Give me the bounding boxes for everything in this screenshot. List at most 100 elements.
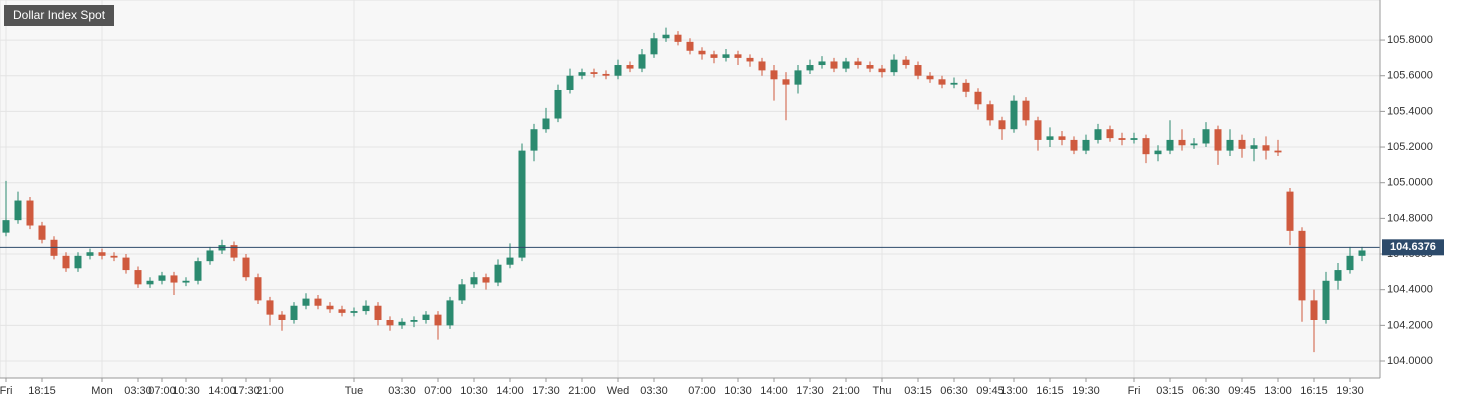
- candle-body: [854, 61, 862, 66]
- candle-body: [1058, 136, 1066, 140]
- candle-body: [1094, 129, 1102, 140]
- x-tick-label: 18:15: [28, 385, 56, 397]
- candle-body: [998, 120, 1006, 130]
- x-tick-label: 14:00: [496, 385, 524, 397]
- x-tick-label: Mon: [91, 385, 112, 397]
- x-tick-label: 09:45: [1228, 385, 1256, 397]
- candle-body: [14, 200, 22, 221]
- candle-body: [1178, 139, 1186, 146]
- candle-body: [698, 50, 706, 55]
- candle-body: [782, 79, 790, 85]
- candle-body: [842, 61, 850, 69]
- candle-body: [890, 59, 898, 73]
- candle-body: [1022, 100, 1030, 121]
- x-tick-label: 03:30: [388, 385, 416, 397]
- x-tick-label: 17:30: [796, 385, 824, 397]
- candle-body: [386, 319, 394, 326]
- candle-body: [1082, 139, 1090, 151]
- candle-body: [770, 70, 778, 80]
- x-tick-label: 13:00: [1264, 385, 1292, 397]
- candle-body: [902, 59, 910, 66]
- x-tick-label: 16:15: [1300, 385, 1328, 397]
- candle-body: [350, 311, 358, 313]
- candle-body: [266, 300, 274, 315]
- candle-body: [326, 305, 334, 310]
- candle-body: [866, 65, 874, 69]
- candle-body: [554, 89, 562, 119]
- candle-body: [1226, 139, 1234, 151]
- x-tick-label: 21:00: [256, 385, 284, 397]
- x-tick-label: 17:30: [532, 385, 560, 397]
- x-tick-label: 07:00: [148, 385, 176, 397]
- candle-body: [122, 257, 130, 271]
- y-tick-label: 104.8000: [1387, 212, 1433, 224]
- candle-body: [146, 280, 154, 285]
- grid: [0, 0, 1380, 378]
- candle-body: [254, 277, 262, 301]
- candle-body: [578, 72, 586, 76]
- x-tick-label: 07:00: [424, 385, 452, 397]
- candle-body: [1358, 250, 1366, 256]
- x-tick-label: 17:30: [232, 385, 260, 397]
- y-tick-label: 105.0000: [1387, 177, 1433, 189]
- candle-body: [530, 129, 538, 151]
- y-tick-label: 105.8000: [1387, 34, 1433, 46]
- axes: 104.0000104.2000104.4000104.6000104.8000…: [0, 0, 1444, 397]
- x-tick-label: 10:30: [460, 385, 488, 397]
- candle-body: [1142, 138, 1150, 155]
- plot-area: [0, 0, 1381, 379]
- candle-body: [1034, 120, 1042, 140]
- candle-body: [1010, 100, 1018, 130]
- candle-body: [974, 91, 982, 105]
- candle-body: [1310, 300, 1318, 320]
- chart-title: Dollar Index Spot: [4, 5, 115, 26]
- x-tick-label: 14:00: [760, 385, 788, 397]
- candle-body: [1118, 138, 1126, 140]
- candles: [0, 27, 1380, 353]
- y-tick-label: 104.0000: [1387, 355, 1433, 367]
- candle-body: [2, 220, 10, 233]
- candle-body: [206, 250, 214, 262]
- y-tick-label: 104.2000: [1387, 319, 1433, 331]
- x-tick-label: 07:00: [688, 385, 716, 397]
- candle-body: [734, 54, 742, 58]
- candle-body: [542, 118, 550, 130]
- x-tick-label: 10:30: [724, 385, 752, 397]
- candle-body: [446, 300, 454, 326]
- candle-body: [98, 252, 106, 256]
- x-tick-label: 10:30: [172, 385, 200, 397]
- candle-body: [86, 252, 94, 256]
- candle-body: [134, 270, 142, 285]
- candle-body: [278, 314, 286, 320]
- candle-body: [74, 255, 82, 269]
- candle-body: [458, 284, 466, 301]
- candle-body: [434, 314, 442, 326]
- candle-body: [26, 200, 34, 226]
- candle-body: [674, 34, 682, 42]
- candle-body: [638, 54, 646, 69]
- x-tick-label: 03:30: [640, 385, 668, 397]
- candle-body: [1106, 129, 1114, 139]
- candle-body: [314, 298, 322, 306]
- candle-body: [818, 61, 826, 66]
- candle-body: [1202, 129, 1210, 144]
- candle-body: [722, 54, 730, 58]
- candle-body: [926, 75, 934, 80]
- candle-body: [1334, 270, 1342, 281]
- x-tick-label: 19:30: [1336, 385, 1364, 397]
- x-tick-label: 19:30: [1072, 385, 1100, 397]
- y-tick-label: 105.4000: [1387, 105, 1433, 117]
- candle-body: [506, 257, 514, 265]
- candle-body: [1346, 255, 1354, 271]
- candle-body: [1262, 145, 1270, 151]
- x-tick-label: 21:00: [568, 385, 596, 397]
- candle-body: [830, 61, 838, 69]
- candle-body: [194, 261, 202, 281]
- x-tick-label: Fri: [0, 385, 12, 397]
- x-tick-label: Wed: [607, 385, 629, 397]
- candle-body: [1154, 150, 1162, 155]
- candle-body: [494, 264, 502, 283]
- candle-body: [590, 72, 598, 74]
- candle-body: [422, 314, 430, 320]
